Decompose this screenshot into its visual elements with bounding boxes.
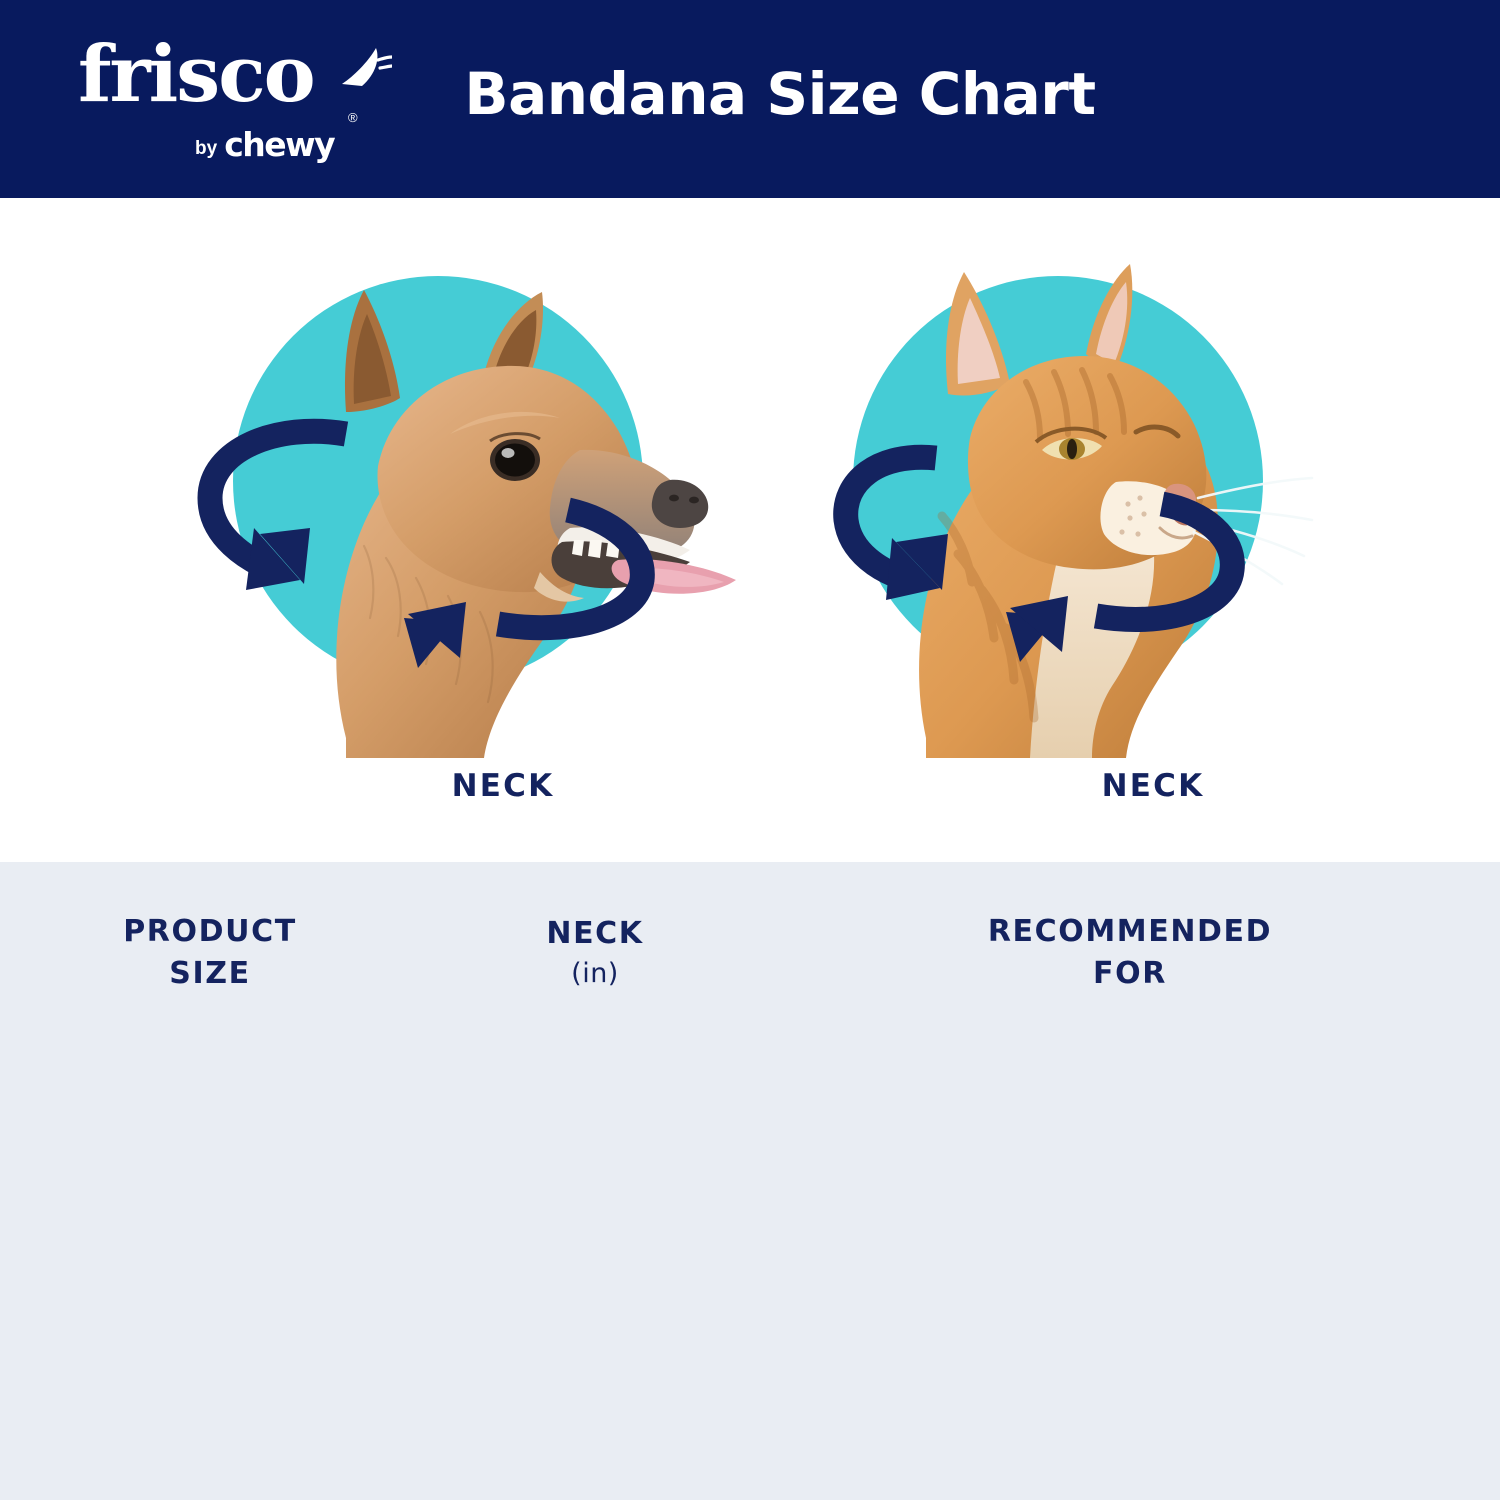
cat-measurement-diagram: NECK: [830, 198, 1350, 862]
neck-measure-arrow-icon: [833, 444, 1245, 662]
dog-neck-label: NECK: [451, 768, 555, 804]
cat-stage: [830, 198, 1350, 758]
neck-measure-arrow-icon: [197, 418, 655, 668]
dog-head-photo: [336, 290, 736, 758]
dog-stage: [150, 198, 750, 758]
frisco-logo: frisco ® by chewy: [78, 29, 392, 172]
registered-mark: ®: [348, 110, 358, 125]
cat-head-photo: [919, 264, 1314, 758]
table-header-row: PRODUCT SIZE NECK (in) RECOMMENDED FOR: [0, 898, 1500, 1008]
size-table: PRODUCT SIZE NECK (in) RECOMMENDED FOR S…: [0, 862, 1500, 1500]
page-header: frisco ® by chewy Bandana Size Chart: [0, 0, 1500, 198]
illustration-section: NECK: [0, 198, 1500, 862]
by-chewy-lockup: by chewy: [195, 125, 336, 164]
column-header-recommended-for: RECOMMENDED FOR: [987, 914, 1273, 991]
swoosh-icon: [342, 48, 392, 86]
page-title: Bandana Size Chart: [464, 60, 1096, 128]
by-label: by: [195, 138, 218, 159]
column-header-neck: NECK (in): [546, 916, 644, 989]
column-header-product-size: PRODUCT SIZE: [123, 914, 297, 991]
cat-neck-label: NECK: [1101, 768, 1205, 804]
dog-measurement-diagram: NECK: [150, 198, 750, 862]
frisco-wordmark: frisco: [78, 29, 316, 120]
chewy-wordmark: chewy: [224, 125, 335, 164]
